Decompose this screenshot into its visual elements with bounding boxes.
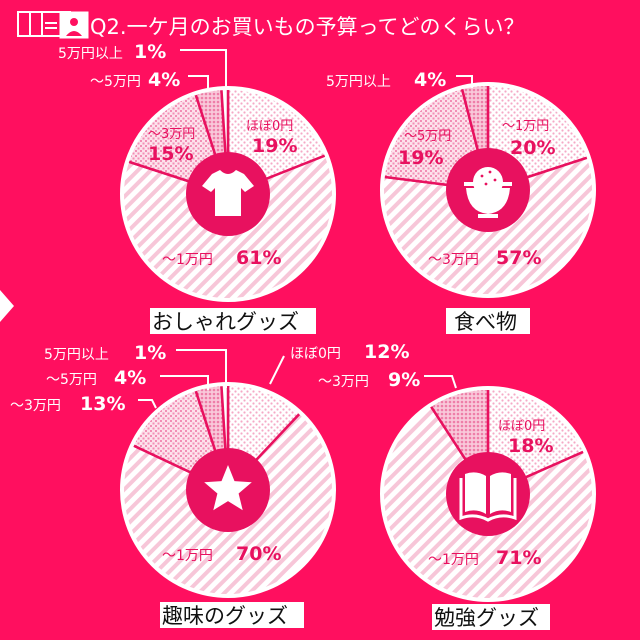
label-fashion-1man: ～1万円 — [162, 252, 213, 268]
label-hobby-5man: ～5万円 — [46, 372, 97, 388]
pie-outline-0 — [120, 86, 336, 302]
pct-fashion-zero: 19% — [252, 135, 297, 157]
rice-bowl-icon — [464, 167, 512, 218]
chart-name-food: 食べ物 — [454, 310, 517, 334]
leader-fashion-5man — [188, 75, 209, 88]
pie-chart-hobby: 5万円以上 1% ～5万円 4% ～3万円 13% ほぼ0円 12% ～1万円 … — [10, 341, 409, 628]
leader-hobby-5man-over — [176, 349, 227, 388]
label-food-3man: ～3万円 — [428, 252, 479, 268]
label-study-zero: ほぼ0円 — [498, 419, 545, 434]
pct-hobby-zero: 12% — [364, 341, 409, 363]
pie-outline-3 — [380, 386, 596, 602]
label-food-5man-over: 5万円以上 — [326, 74, 391, 90]
pie-chart-food: 5万円以上 4% ～5万円 19% ～1万円 20% ～3万円 57% 食べ物 — [326, 69, 596, 334]
label-food-1man: ～1万円 — [502, 119, 549, 134]
left-arrow-notch — [0, 290, 14, 322]
book-icon — [459, 472, 517, 522]
label-fashion-5man: ～5万円 — [90, 74, 141, 90]
pct-study-1man: 71% — [496, 547, 541, 569]
label-food-5man: ～5万円 — [404, 129, 451, 144]
pct-fashion-3man: 15% — [148, 143, 193, 165]
chart-name-hobby: 趣味のグッズ — [162, 604, 288, 628]
label-fashion-3man: ～3万円 — [148, 127, 195, 142]
pie-chart-fashion: 5万円以上 1% ～5万円 4% ～3万円 15% ほぼ0円 19% ～1万円 … — [58, 41, 336, 334]
label-study-3man: ～3万円 — [318, 374, 369, 390]
name-box-food — [446, 308, 530, 334]
star-icon — [204, 465, 252, 511]
label-hobby-1man: ～1万円 — [162, 548, 213, 564]
label-study-1man: ～1万円 — [428, 552, 479, 568]
pct-fashion-5man: 4% — [148, 69, 180, 91]
label-fashion-zero: ほぼ0円 — [246, 119, 293, 134]
name-box-fashion — [150, 308, 316, 334]
pct-food-1man: 20% — [510, 137, 555, 159]
pct-hobby-5man-over: 1% — [134, 342, 166, 364]
leader-hobby-zero — [269, 355, 285, 385]
page-title: Q2.一ケ月のお買いもの予算ってどのくらい？ — [90, 15, 525, 39]
name-box-study — [432, 604, 550, 630]
label-hobby-5man-over: 5万円以上 — [44, 347, 109, 363]
leader-fashion-5man-over — [180, 49, 227, 90]
label-hobby-zero: ほぼ0円 — [290, 346, 341, 362]
icon-disc — [446, 452, 530, 536]
pct-hobby-3man: 13% — [80, 393, 125, 415]
pct-fashion-5man-over: 1% — [134, 41, 166, 63]
pct-hobby-5man: 4% — [114, 367, 146, 389]
pct-hobby-1man: 70% — [236, 543, 281, 565]
document-stack-icon — [17, 11, 89, 39]
pct-study-zero: 18% — [508, 435, 553, 457]
pct-study-3man: 9% — [388, 369, 420, 391]
label-hobby-3man: ～3万円 — [10, 398, 61, 414]
pct-food-3man: 57% — [496, 247, 541, 269]
leader-study-3man — [424, 375, 457, 389]
pct-fashion-1man: 61% — [236, 247, 281, 269]
leader-hobby-5man — [160, 375, 209, 390]
leader-hobby-3man — [138, 399, 157, 409]
pie-outline-1 — [380, 82, 596, 298]
chart-name-fashion: おしゃれグッズ — [152, 310, 299, 334]
pie-chart-study: ～3万円 9% ほぼ0円 18% ～1万円 71% 勉強グッズ — [318, 369, 596, 630]
pie-outline-2 — [120, 382, 336, 598]
name-box-hobby — [160, 602, 304, 628]
chart-name-study: 勉強グッズ — [434, 606, 539, 630]
label-fashion-5man-over: 5万円以上 — [58, 46, 123, 62]
pct-food-5man-over: 4% — [414, 69, 446, 91]
tshirt-icon — [202, 170, 254, 216]
pct-food-5man: 19% — [398, 147, 443, 169]
leader-food-5man-over — [456, 75, 473, 88]
